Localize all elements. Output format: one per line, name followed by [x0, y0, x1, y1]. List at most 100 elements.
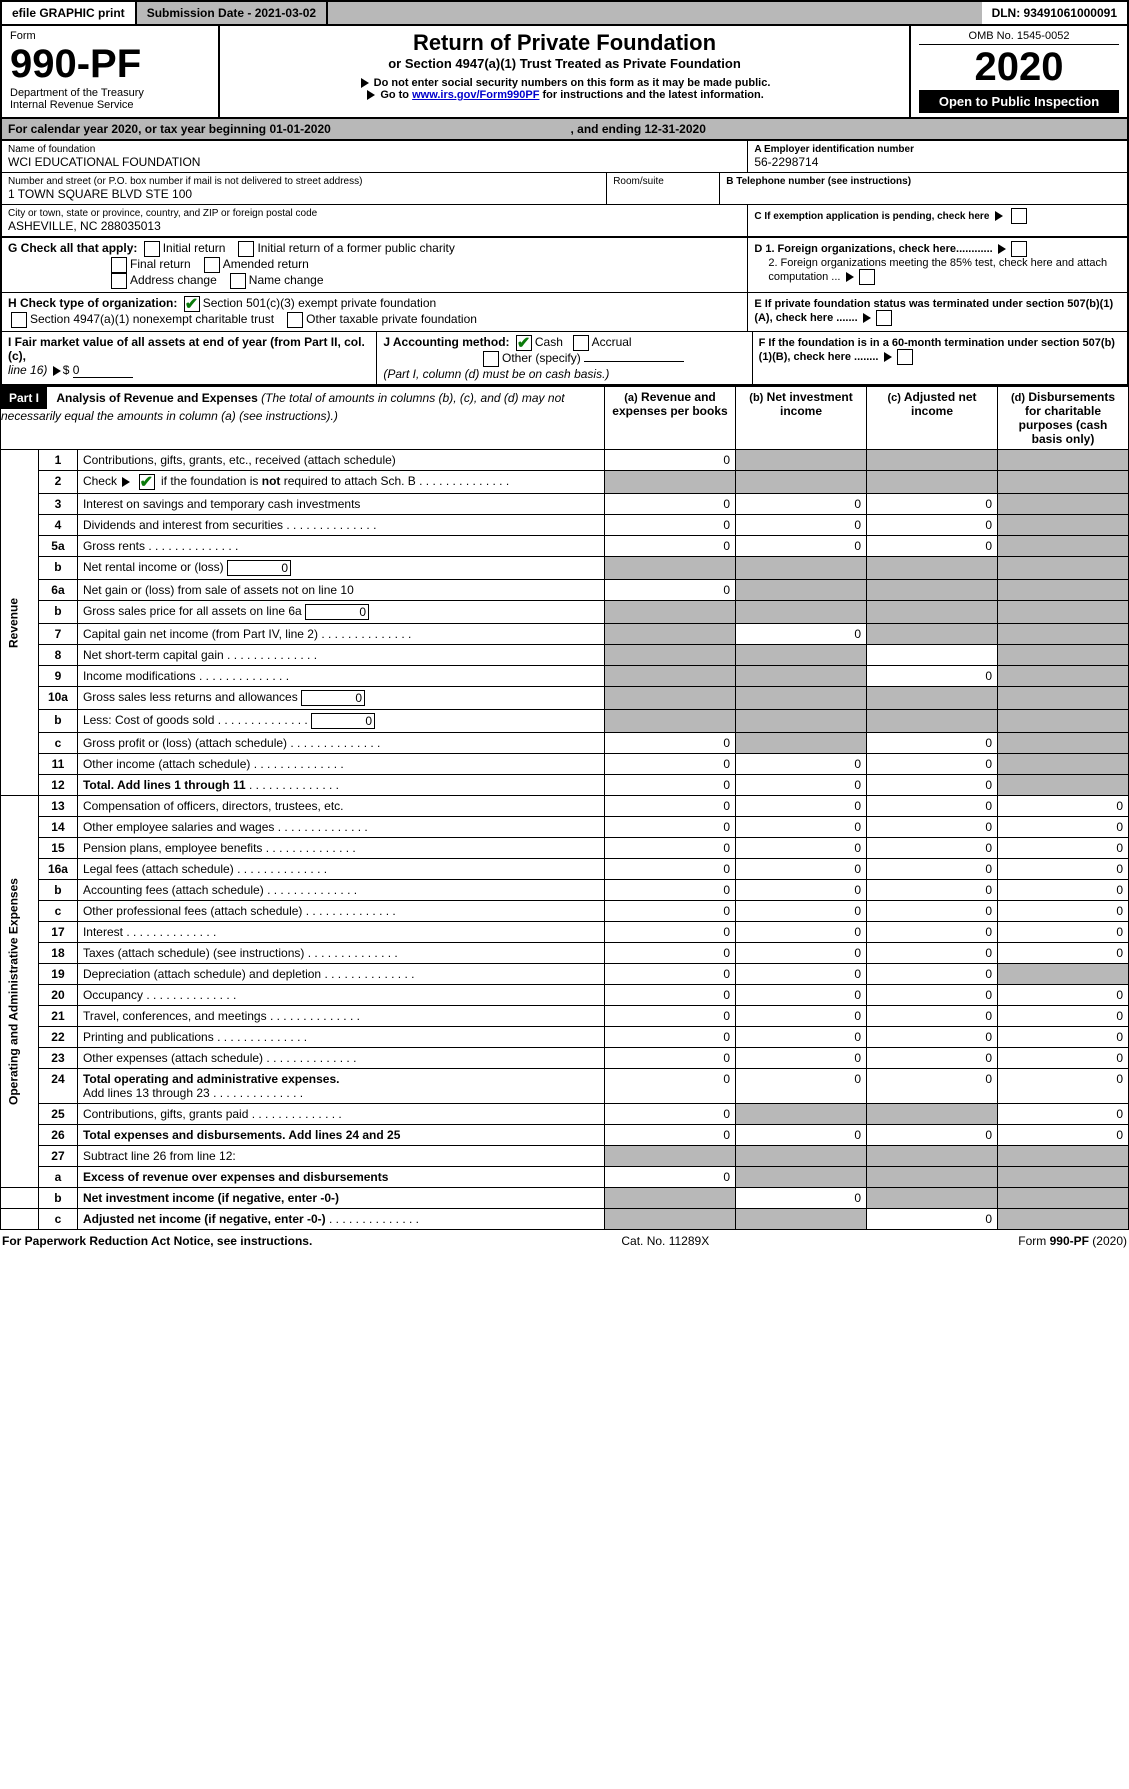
g-amended-checkbox[interactable]: [204, 257, 220, 273]
line-23-a: 0: [605, 1048, 736, 1069]
line-20-desc: Occupancy: [83, 988, 143, 1002]
line-8-desc: Net short-term capital gain: [83, 648, 224, 662]
calendar-year-row: For calendar year 2020, or tax year begi…: [0, 119, 1129, 141]
j-o3: Other (specify): [502, 351, 581, 365]
room-label: Room/suite: [613, 176, 713, 187]
line-19-b: 0: [736, 964, 867, 985]
line-22-desc: Printing and publications: [83, 1030, 214, 1044]
line-23-c: 0: [867, 1048, 998, 1069]
line-15-b: 0: [736, 838, 867, 859]
g-initial-checkbox[interactable]: [144, 241, 160, 257]
form-year: 2020: [919, 45, 1119, 90]
g-o4: Amended return: [223, 257, 309, 271]
line-5b-box: 0: [227, 560, 291, 576]
line-16b-b: 0: [736, 880, 867, 901]
address-value: 1 TOWN SQUARE BLVD STE 100: [8, 187, 600, 201]
footer-right: Form 990-PF (2020): [1018, 1234, 1127, 1248]
line-10c-desc: Gross profit or (loss) (attach schedule): [83, 736, 287, 750]
line-15-a: 0: [605, 838, 736, 859]
line-16a-desc: Legal fees (attach schedule): [83, 862, 234, 876]
line-13-c: 0: [867, 796, 998, 817]
line-27b-b: 0: [736, 1188, 867, 1209]
g-address-checkbox[interactable]: [111, 273, 127, 289]
arrow-icon: [846, 272, 854, 282]
arrow-icon: [53, 366, 61, 376]
city-c-row: City or town, state or province, country…: [0, 205, 1129, 238]
j-cash-checkbox[interactable]: [516, 335, 532, 351]
d2-checkbox[interactable]: [859, 269, 875, 285]
h-o1: Section 501(c)(3) exempt private foundat…: [203, 296, 436, 310]
line-27-desc: Subtract line 26 from line 12:: [77, 1146, 604, 1167]
j-other-line: [584, 361, 684, 362]
line-6b-box: 0: [305, 604, 369, 620]
line-20-d: 0: [998, 985, 1129, 1006]
col-b: Net investment income: [767, 390, 853, 418]
line-14-b: 0: [736, 817, 867, 838]
footer-left: For Paperwork Reduction Act Notice, see …: [2, 1234, 312, 1248]
form-number: 990-PF: [10, 42, 210, 87]
line-5a-desc: Gross rents: [83, 539, 145, 553]
d1-checkbox[interactable]: [1011, 241, 1027, 257]
line-9-desc: Income modifications: [83, 669, 196, 683]
e-label: E If private foundation status was termi…: [754, 298, 1113, 324]
line-25-a: 0: [605, 1104, 736, 1125]
city-label: City or town, state or province, country…: [8, 208, 741, 219]
line-18-b: 0: [736, 943, 867, 964]
line-26-a: 0: [605, 1125, 736, 1146]
line-16c-desc: Other professional fees (attach schedule…: [83, 904, 302, 918]
footer-center: Cat. No. 11289X: [621, 1234, 709, 1248]
line-19-c: 0: [867, 964, 998, 985]
cal-begin: For calendar year 2020, or tax year begi…: [8, 122, 331, 136]
g-o2: Initial return of a former public charit…: [257, 241, 454, 255]
line-26-b: 0: [736, 1125, 867, 1146]
j-note: (Part I, column (d) must be on cash basi…: [383, 367, 609, 381]
e-checkbox[interactable]: [876, 310, 892, 326]
line-11-desc: Other income (attach schedule): [83, 757, 250, 771]
d1-label: D 1. Foreign organizations, check here..…: [754, 243, 992, 255]
h-other-checkbox[interactable]: [287, 312, 303, 328]
line-16c-c: 0: [867, 901, 998, 922]
address-label: Number and street (or P.O. box number if…: [8, 176, 600, 187]
j-accrual-checkbox[interactable]: [573, 335, 589, 351]
h-o2: Section 4947(a)(1) nonexempt charitable …: [30, 312, 274, 326]
open-to-public: Open to Public Inspection: [919, 90, 1119, 113]
c-checkbox[interactable]: [1011, 208, 1027, 224]
line-24-b: 0: [736, 1069, 867, 1104]
h-label: H Check type of organization:: [8, 296, 177, 310]
arrow-icon: [361, 78, 369, 88]
i-line16: line 16): [8, 363, 47, 377]
line-2-checkbox[interactable]: [139, 474, 155, 490]
h-501c3-checkbox[interactable]: [184, 296, 200, 312]
line-26-c: 0: [867, 1125, 998, 1146]
efile-print-button[interactable]: efile GRAPHIC print: [2, 2, 137, 24]
line-27c-c: 0: [867, 1209, 998, 1230]
line-26-desc: Total expenses and disbursements. Add li…: [83, 1128, 400, 1142]
line-20-b: 0: [736, 985, 867, 1006]
form-label: Form: [10, 30, 210, 42]
line-22-b: 0: [736, 1027, 867, 1048]
arrow-icon: [884, 352, 892, 362]
part1-label: Part I: [1, 387, 47, 409]
dept-2: Internal Revenue Service: [10, 99, 210, 111]
j-other-checkbox[interactable]: [483, 351, 499, 367]
line-21-b: 0: [736, 1006, 867, 1027]
g-final-checkbox[interactable]: [111, 257, 127, 273]
line-5b-desc: Net rental income or (loss): [83, 560, 224, 574]
line-16b-c: 0: [867, 880, 998, 901]
irs-link[interactable]: www.irs.gov/Form990PF: [412, 89, 539, 101]
note2-pre: Go to: [380, 89, 412, 101]
g-d-row: G Check all that apply: Initial return I…: [0, 238, 1129, 293]
part1-title: Analysis of Revenue and Expenses: [56, 391, 257, 405]
g-name-checkbox[interactable]: [230, 273, 246, 289]
line-18-a: 0: [605, 943, 736, 964]
line-14-c: 0: [867, 817, 998, 838]
line-15-d: 0: [998, 838, 1129, 859]
h-4947-checkbox[interactable]: [11, 312, 27, 328]
g-initial-former-checkbox[interactable]: [238, 241, 254, 257]
f-checkbox[interactable]: [897, 349, 913, 365]
line-27b-desc: Net investment income (if negative, ente…: [83, 1191, 339, 1205]
line-20-c: 0: [867, 985, 998, 1006]
line-27a-desc: Excess of revenue over expenses and disb…: [83, 1170, 388, 1184]
line-12-desc: Total. Add lines 1 through 11: [83, 778, 246, 792]
arrow-icon: [998, 244, 1006, 254]
